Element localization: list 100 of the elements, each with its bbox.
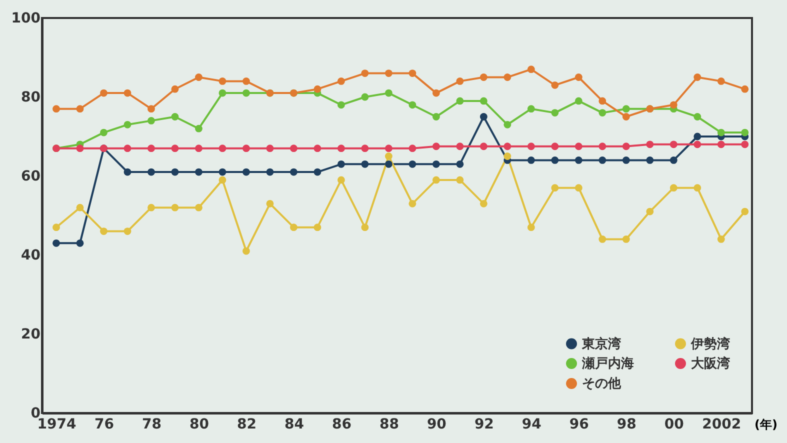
point [266, 168, 274, 176]
point [622, 113, 630, 120]
point [100, 128, 108, 136]
x-tick-label: 84 [284, 416, 304, 432]
point [148, 105, 155, 113]
point [694, 74, 702, 81]
point [171, 85, 179, 93]
point [171, 113, 179, 120]
point [314, 224, 322, 232]
point [598, 97, 606, 105]
point [574, 156, 582, 164]
point [408, 101, 416, 109]
point [218, 176, 226, 184]
point [218, 89, 226, 97]
point [361, 160, 369, 168]
x-tick-label: 80 [189, 416, 210, 432]
point [148, 144, 155, 152]
x-tick-label: 1974 [37, 416, 76, 432]
point [148, 204, 155, 212]
point [384, 152, 392, 160]
point [480, 113, 488, 120]
point [171, 204, 179, 212]
point [361, 70, 369, 77]
point [337, 144, 345, 152]
point [361, 224, 369, 232]
point [195, 168, 202, 176]
point [171, 144, 179, 152]
point [574, 74, 582, 81]
x-tick-label: 94 [522, 416, 542, 432]
point [218, 144, 226, 152]
point [100, 228, 108, 235]
point [527, 66, 535, 74]
point [337, 78, 345, 85]
x-tick-label: 88 [379, 416, 399, 432]
point [574, 142, 582, 150]
x-tick-label: 2002 [702, 416, 742, 432]
point [148, 168, 155, 176]
point [598, 109, 606, 116]
point [622, 142, 630, 150]
point [717, 236, 725, 243]
point [361, 144, 369, 152]
point [266, 144, 274, 152]
legend-label: 瀬戸内海 [581, 356, 634, 372]
point [408, 160, 416, 168]
point [527, 156, 535, 164]
point [242, 89, 250, 97]
legend-label: 大阪湾 [691, 356, 730, 372]
point [314, 144, 322, 152]
point [290, 224, 298, 232]
point [504, 152, 512, 160]
point [480, 142, 488, 150]
point [408, 200, 416, 208]
point [670, 140, 678, 148]
point [646, 140, 654, 148]
point [456, 176, 464, 184]
point [384, 70, 392, 77]
point [76, 239, 84, 247]
point [670, 156, 678, 164]
y-tick-label: 20 [21, 326, 41, 342]
point [741, 128, 749, 136]
point [717, 140, 725, 148]
x-tick-label: 92 [474, 416, 494, 432]
point [290, 144, 298, 152]
x-tick-label: 00 [664, 416, 684, 432]
point [480, 97, 488, 105]
x-tick-label: 86 [332, 416, 352, 432]
point [124, 228, 132, 235]
point [574, 97, 582, 105]
point [124, 168, 132, 176]
point [527, 105, 535, 113]
point [432, 176, 440, 184]
point [76, 105, 84, 113]
point [148, 117, 155, 124]
point [741, 140, 749, 148]
y-tick-label: 60 [21, 168, 41, 184]
point [195, 144, 202, 152]
point [124, 144, 132, 152]
point [646, 208, 654, 216]
point [195, 124, 202, 132]
point [574, 184, 582, 192]
x-tick-label: 78 [142, 416, 162, 432]
point [527, 224, 535, 232]
point [266, 200, 274, 208]
point [694, 184, 702, 192]
point [384, 144, 392, 152]
point [337, 160, 345, 168]
point [504, 120, 512, 128]
point [195, 74, 202, 81]
point [408, 144, 416, 152]
point [694, 113, 702, 120]
point [670, 184, 678, 192]
point [242, 168, 250, 176]
point [480, 74, 488, 81]
point [52, 105, 60, 113]
point [337, 176, 345, 184]
point [52, 239, 60, 247]
point [622, 156, 630, 164]
point [337, 101, 345, 109]
point [598, 236, 606, 243]
point [242, 144, 250, 152]
